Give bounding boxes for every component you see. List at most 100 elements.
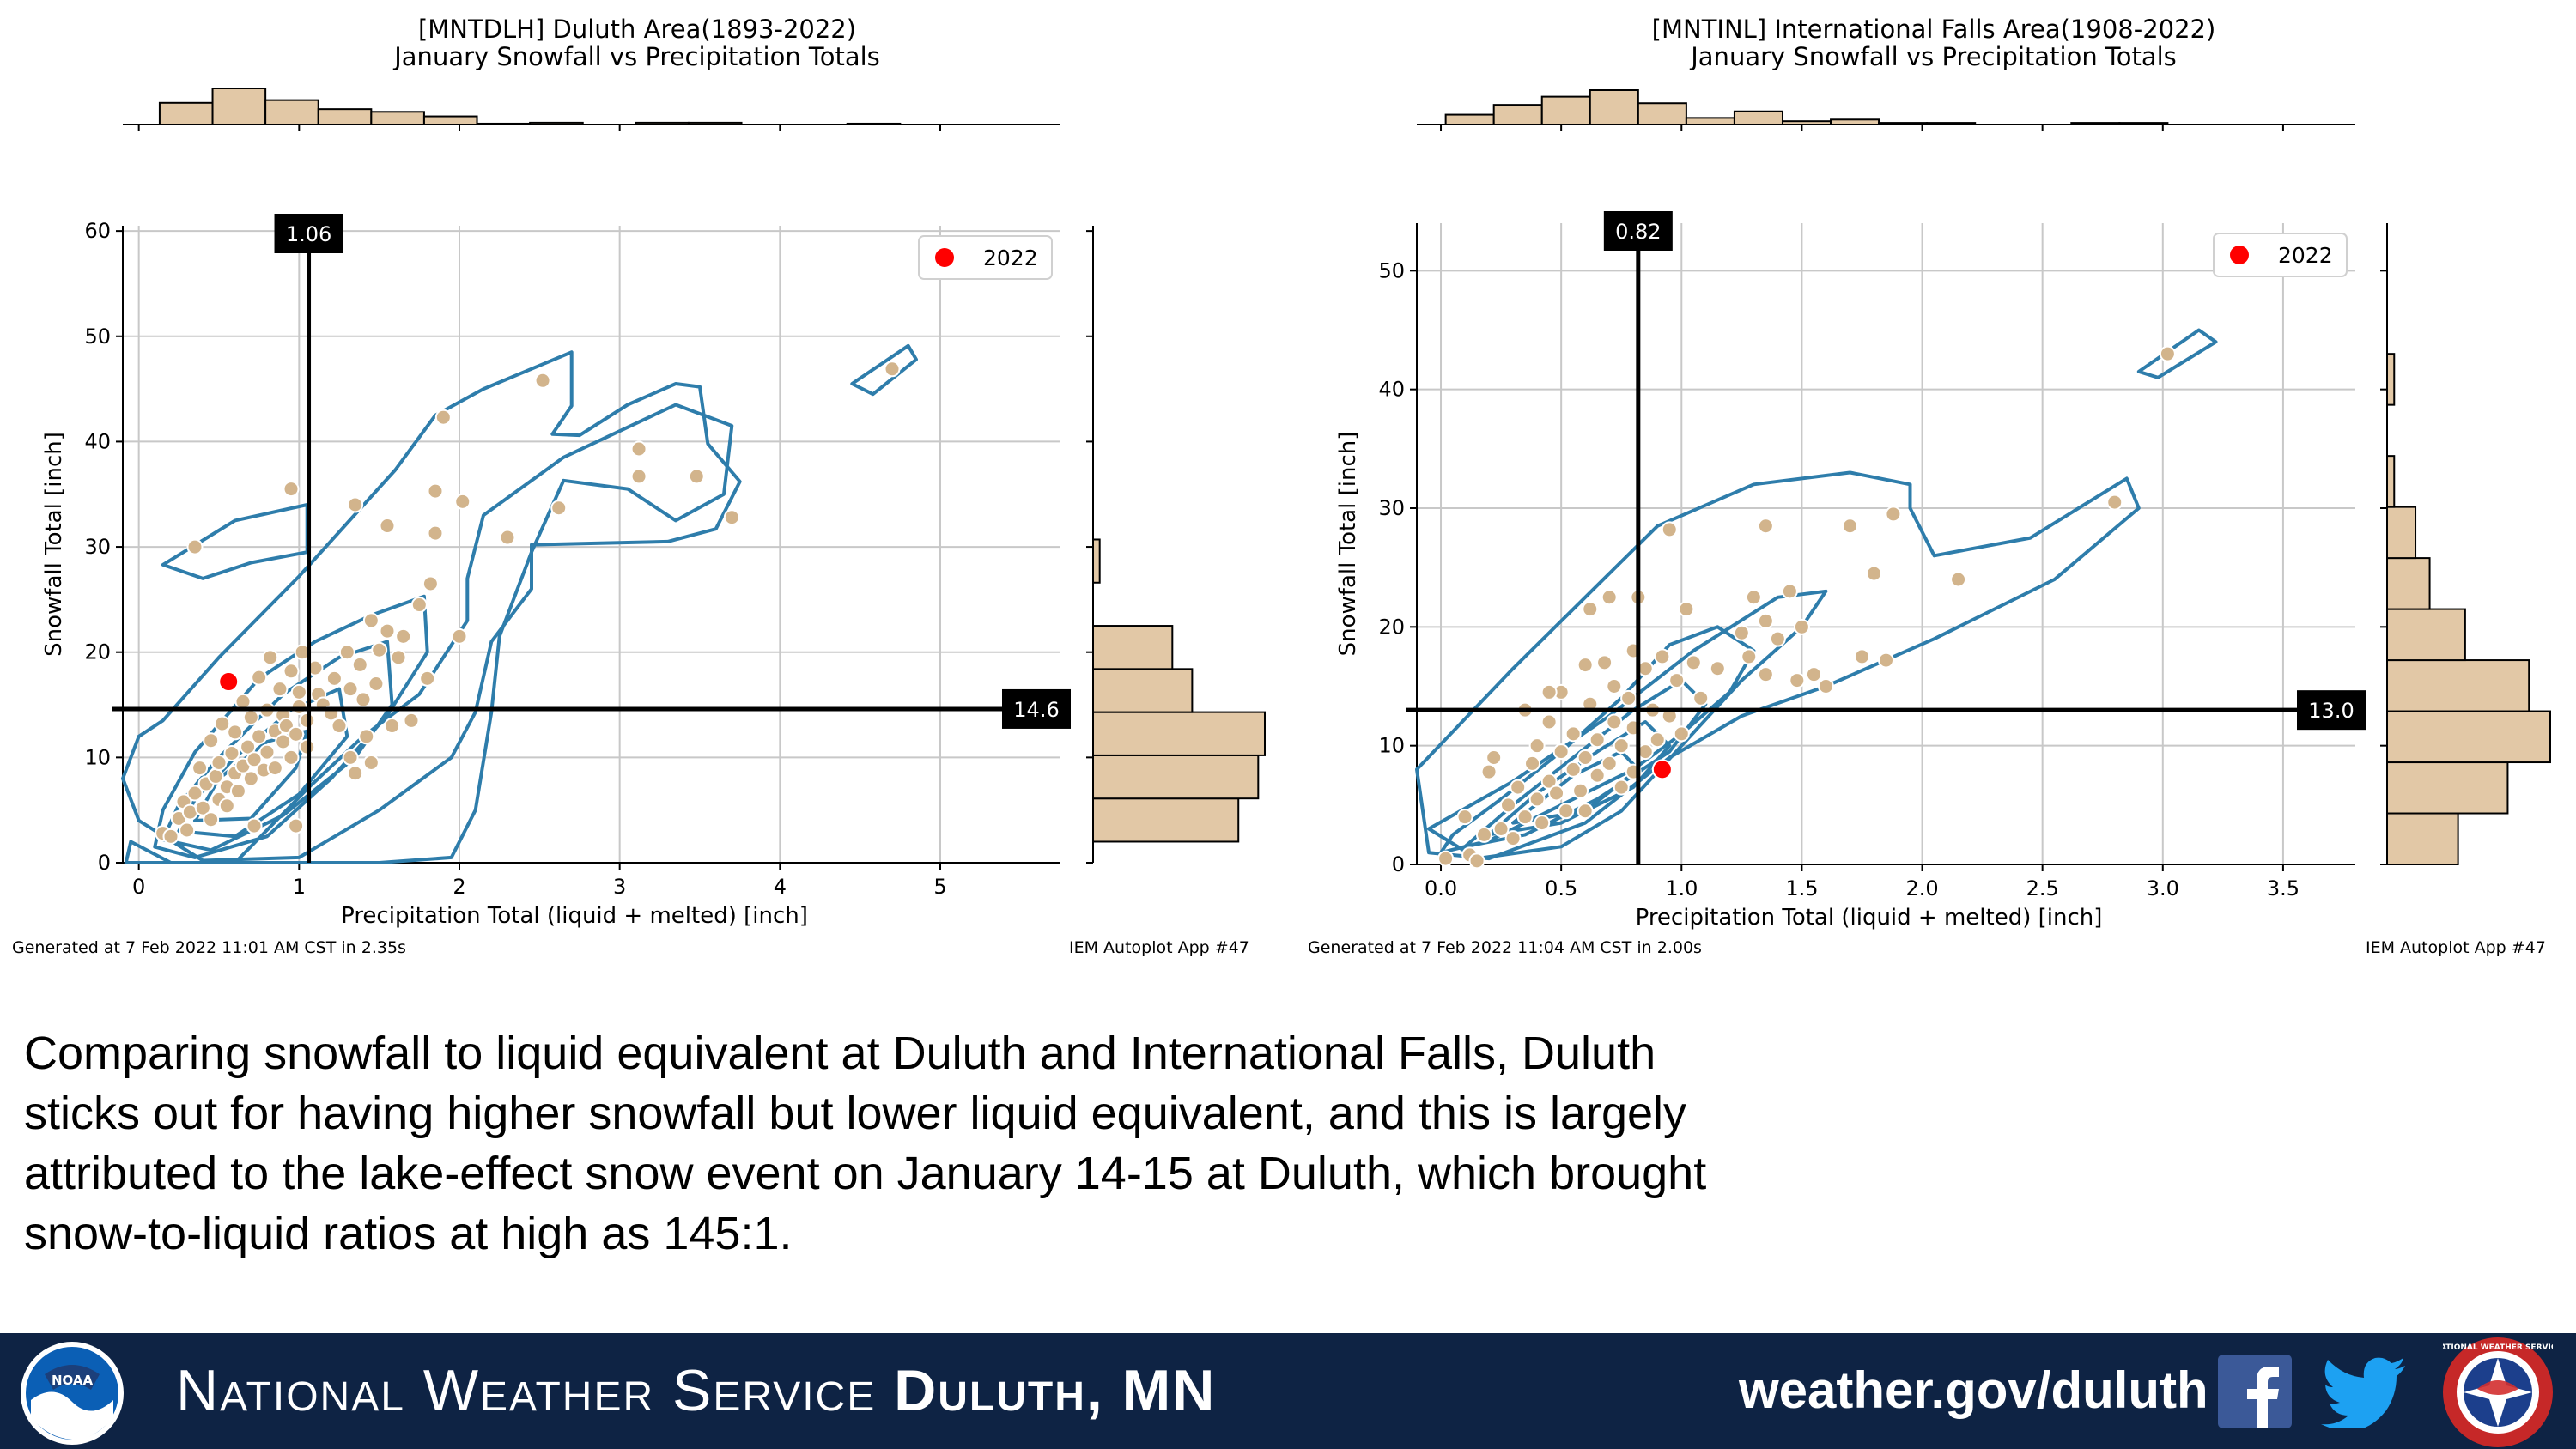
x-tick-label: 1.5 <box>1785 876 1818 900</box>
data-point <box>262 649 279 666</box>
data-point <box>1485 749 1503 766</box>
mean-precip-badge: 1.06 <box>274 214 343 253</box>
data-point <box>223 744 240 761</box>
y-tick-label: 20 <box>84 640 111 664</box>
chart-2: [MNTINL] International Falls Area(1908-2… <box>1335 15 2551 931</box>
data-point <box>1649 731 1666 749</box>
data-point <box>1499 797 1516 814</box>
y-axis-label: Snowfall Total [inch] <box>1335 432 1361 657</box>
legend-marker <box>935 248 954 267</box>
chart-1: [MNTDLH] Duluth Area(1893-2022)January S… <box>41 15 1266 929</box>
data-point <box>351 656 368 673</box>
noaa-logo-icon[interactable]: NOAA <box>19 1340 125 1446</box>
data-point <box>1601 755 1618 772</box>
right-hist-bar <box>2386 812 2459 865</box>
legend-marker <box>2230 246 2249 264</box>
data-point <box>1769 630 1786 647</box>
y-tick-label: 50 <box>84 324 111 349</box>
nws-seal-icon[interactable]: NATIONAL WEATHER SERVICE <box>2443 1337 2553 1447</box>
data-point <box>1548 785 1565 802</box>
right-hist-bar <box>2386 761 2509 815</box>
mean-snowfall-badge-label: 14.6 <box>1013 698 1059 722</box>
data-point <box>186 538 204 555</box>
density-contour <box>1415 470 2141 861</box>
point-2022 <box>218 671 240 693</box>
data-point <box>1492 821 1510 837</box>
data-point <box>207 767 224 785</box>
top-hist-bar <box>1781 120 1832 125</box>
data-point <box>342 749 359 766</box>
y-tick-label: 10 <box>84 745 111 769</box>
data-point <box>534 372 551 389</box>
right-hist-bar <box>1092 668 1194 713</box>
nws-seal-text: NATIONAL WEATHER SERVICE <box>2443 1343 2553 1352</box>
x-tick-label: 0.0 <box>1425 876 1457 900</box>
data-point <box>390 649 407 666</box>
data-point <box>499 529 516 546</box>
top-hist-bar <box>1733 110 1783 125</box>
mean-snowfall-badge-box <box>1002 688 1071 729</box>
data-point <box>1596 654 1613 671</box>
data-point <box>1577 749 1594 766</box>
top-hist-bar <box>1637 102 1687 126</box>
data-point <box>1606 713 1623 731</box>
top-hist-bar <box>687 121 743 125</box>
top-hist-bar <box>1540 95 1591 125</box>
data-point <box>1589 767 1606 784</box>
y-tick-label: 10 <box>1378 734 1405 758</box>
right-hist-bar <box>1092 538 1101 584</box>
data-point <box>1534 815 1551 832</box>
density-contour <box>121 350 742 863</box>
data-point <box>1733 624 1750 641</box>
right-hist-bar <box>2386 455 2396 508</box>
x-tick-label: 5 <box>933 875 946 899</box>
data-point <box>251 728 268 745</box>
data-point <box>1805 666 1822 683</box>
y-tick-label: 60 <box>84 219 111 243</box>
data-point <box>2159 345 2176 362</box>
x-tick-label: 1.0 <box>1665 876 1698 900</box>
data-point <box>1528 737 1546 755</box>
data-point <box>290 683 307 700</box>
data-point <box>1510 779 1527 796</box>
footer-url-link[interactable]: weather.gov/duluth <box>1739 1361 2208 1419</box>
x-tick-label: 2.5 <box>2026 876 2059 900</box>
data-point <box>630 468 647 485</box>
chart-1-generated-note: Generated at 7 Feb 2022 11:01 AM CST in … <box>12 938 406 957</box>
data-point <box>1577 657 1594 674</box>
data-point <box>218 797 235 815</box>
data-point <box>162 828 179 845</box>
right-hist-bar <box>2386 506 2417 560</box>
top-hist-bar <box>2070 122 2121 126</box>
mean-precip-badge-box <box>274 214 343 253</box>
x-tick-label: 2 <box>453 875 465 899</box>
x-axis-label: Precipitation Total (liquid + melted) [i… <box>341 903 808 929</box>
data-point <box>1817 678 1834 694</box>
x-tick-label: 3 <box>613 875 626 899</box>
data-point <box>2106 494 2123 511</box>
x-tick-label: 3.0 <box>2147 876 2179 900</box>
data-point <box>1613 737 1630 755</box>
twitter-icon[interactable] <box>2321 1357 2407 1428</box>
data-point <box>403 712 420 729</box>
mean-snowfall-badge: 13.0 <box>2297 690 2366 731</box>
data-point <box>1540 683 1558 700</box>
data-point <box>1789 672 1806 689</box>
density-contour <box>153 594 429 859</box>
data-point <box>242 770 259 787</box>
data-point <box>1572 782 1589 799</box>
top-hist-bar <box>1685 117 1735 125</box>
data-point <box>1475 826 1492 843</box>
legend-label: 2022 <box>2278 243 2333 268</box>
facebook-icon[interactable] <box>2218 1355 2292 1428</box>
data-point <box>1577 803 1594 820</box>
right-hist-bar <box>1092 754 1260 800</box>
top-hist-bar <box>1926 122 1977 126</box>
data-point <box>1613 779 1630 796</box>
chart-2-generated-note: Generated at 7 Feb 2022 11:04 AM CST in … <box>1308 938 1702 957</box>
data-point <box>550 500 568 517</box>
mean-precip-badge-label: 0.82 <box>1615 220 1661 244</box>
data-point <box>1692 689 1710 706</box>
right-hist-bar <box>1092 797 1240 843</box>
data-point <box>1678 601 1695 618</box>
